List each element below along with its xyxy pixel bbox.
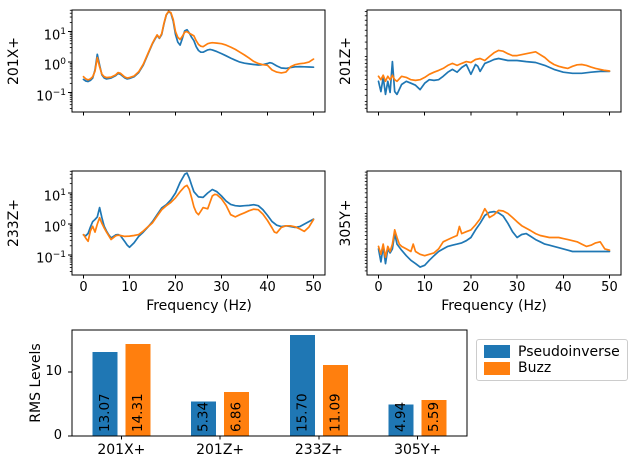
bar-value-label: 15.70 bbox=[294, 393, 310, 432]
buzz-color-swatch bbox=[484, 361, 510, 375]
bar-buzz-305Y+ bbox=[421, 400, 447, 436]
series-line-buzz-305Y+ bbox=[377, 207, 611, 259]
legend-label-pseudoinverse: Pseudoinverse bbox=[518, 343, 620, 360]
pseudoinverse-color-swatch bbox=[484, 345, 510, 359]
bar-buzz-201Z+ bbox=[224, 391, 250, 436]
bar-value-label: 4.94 bbox=[393, 402, 409, 432]
bar-value-label: 5.59 bbox=[426, 402, 442, 432]
bar-buzz-201X+ bbox=[125, 344, 151, 436]
series-line-pseudoinverse-305Y+ bbox=[377, 210, 611, 268]
series-line-buzz-201X+ bbox=[82, 10, 315, 81]
bar-buzz-233Z+ bbox=[322, 364, 348, 436]
bar-value-label: 13.07 bbox=[97, 393, 113, 432]
axes-spines-201X+ bbox=[71, 9, 326, 113]
bar-pseudoinverse-201Z+ bbox=[191, 401, 217, 436]
legend: Pseudoinverse Buzz bbox=[476, 339, 628, 381]
bar-pseudoinverse-305Y+ bbox=[388, 404, 414, 436]
series-line-buzz-201Z+ bbox=[377, 49, 611, 83]
axes-spines-201Z+ bbox=[366, 9, 622, 113]
axes-spines-233Z+ bbox=[71, 170, 326, 276]
legend-label-buzz: Buzz bbox=[518, 360, 552, 377]
axes-spines-rms bbox=[71, 329, 468, 437]
series-line-pseudoinverse-201X+ bbox=[82, 10, 315, 83]
axes-spines-305Y+ bbox=[366, 170, 622, 276]
bar-value-label: 6.86 bbox=[229, 402, 245, 432]
bar-value-label: 11.09 bbox=[327, 393, 343, 432]
series-line-buzz-233Z+ bbox=[82, 184, 315, 243]
legend-item-buzz: Buzz bbox=[484, 360, 620, 376]
series-line-pseudoinverse-201Z+ bbox=[377, 57, 611, 96]
bar-value-label: 5.34 bbox=[196, 402, 212, 432]
bar-value-label: 14.31 bbox=[130, 393, 146, 432]
bar-pseudoinverse-201X+ bbox=[92, 352, 118, 436]
legend-item-pseudoinverse: Pseudoinverse bbox=[484, 344, 620, 360]
bar-pseudoinverse-233Z+ bbox=[289, 335, 315, 436]
